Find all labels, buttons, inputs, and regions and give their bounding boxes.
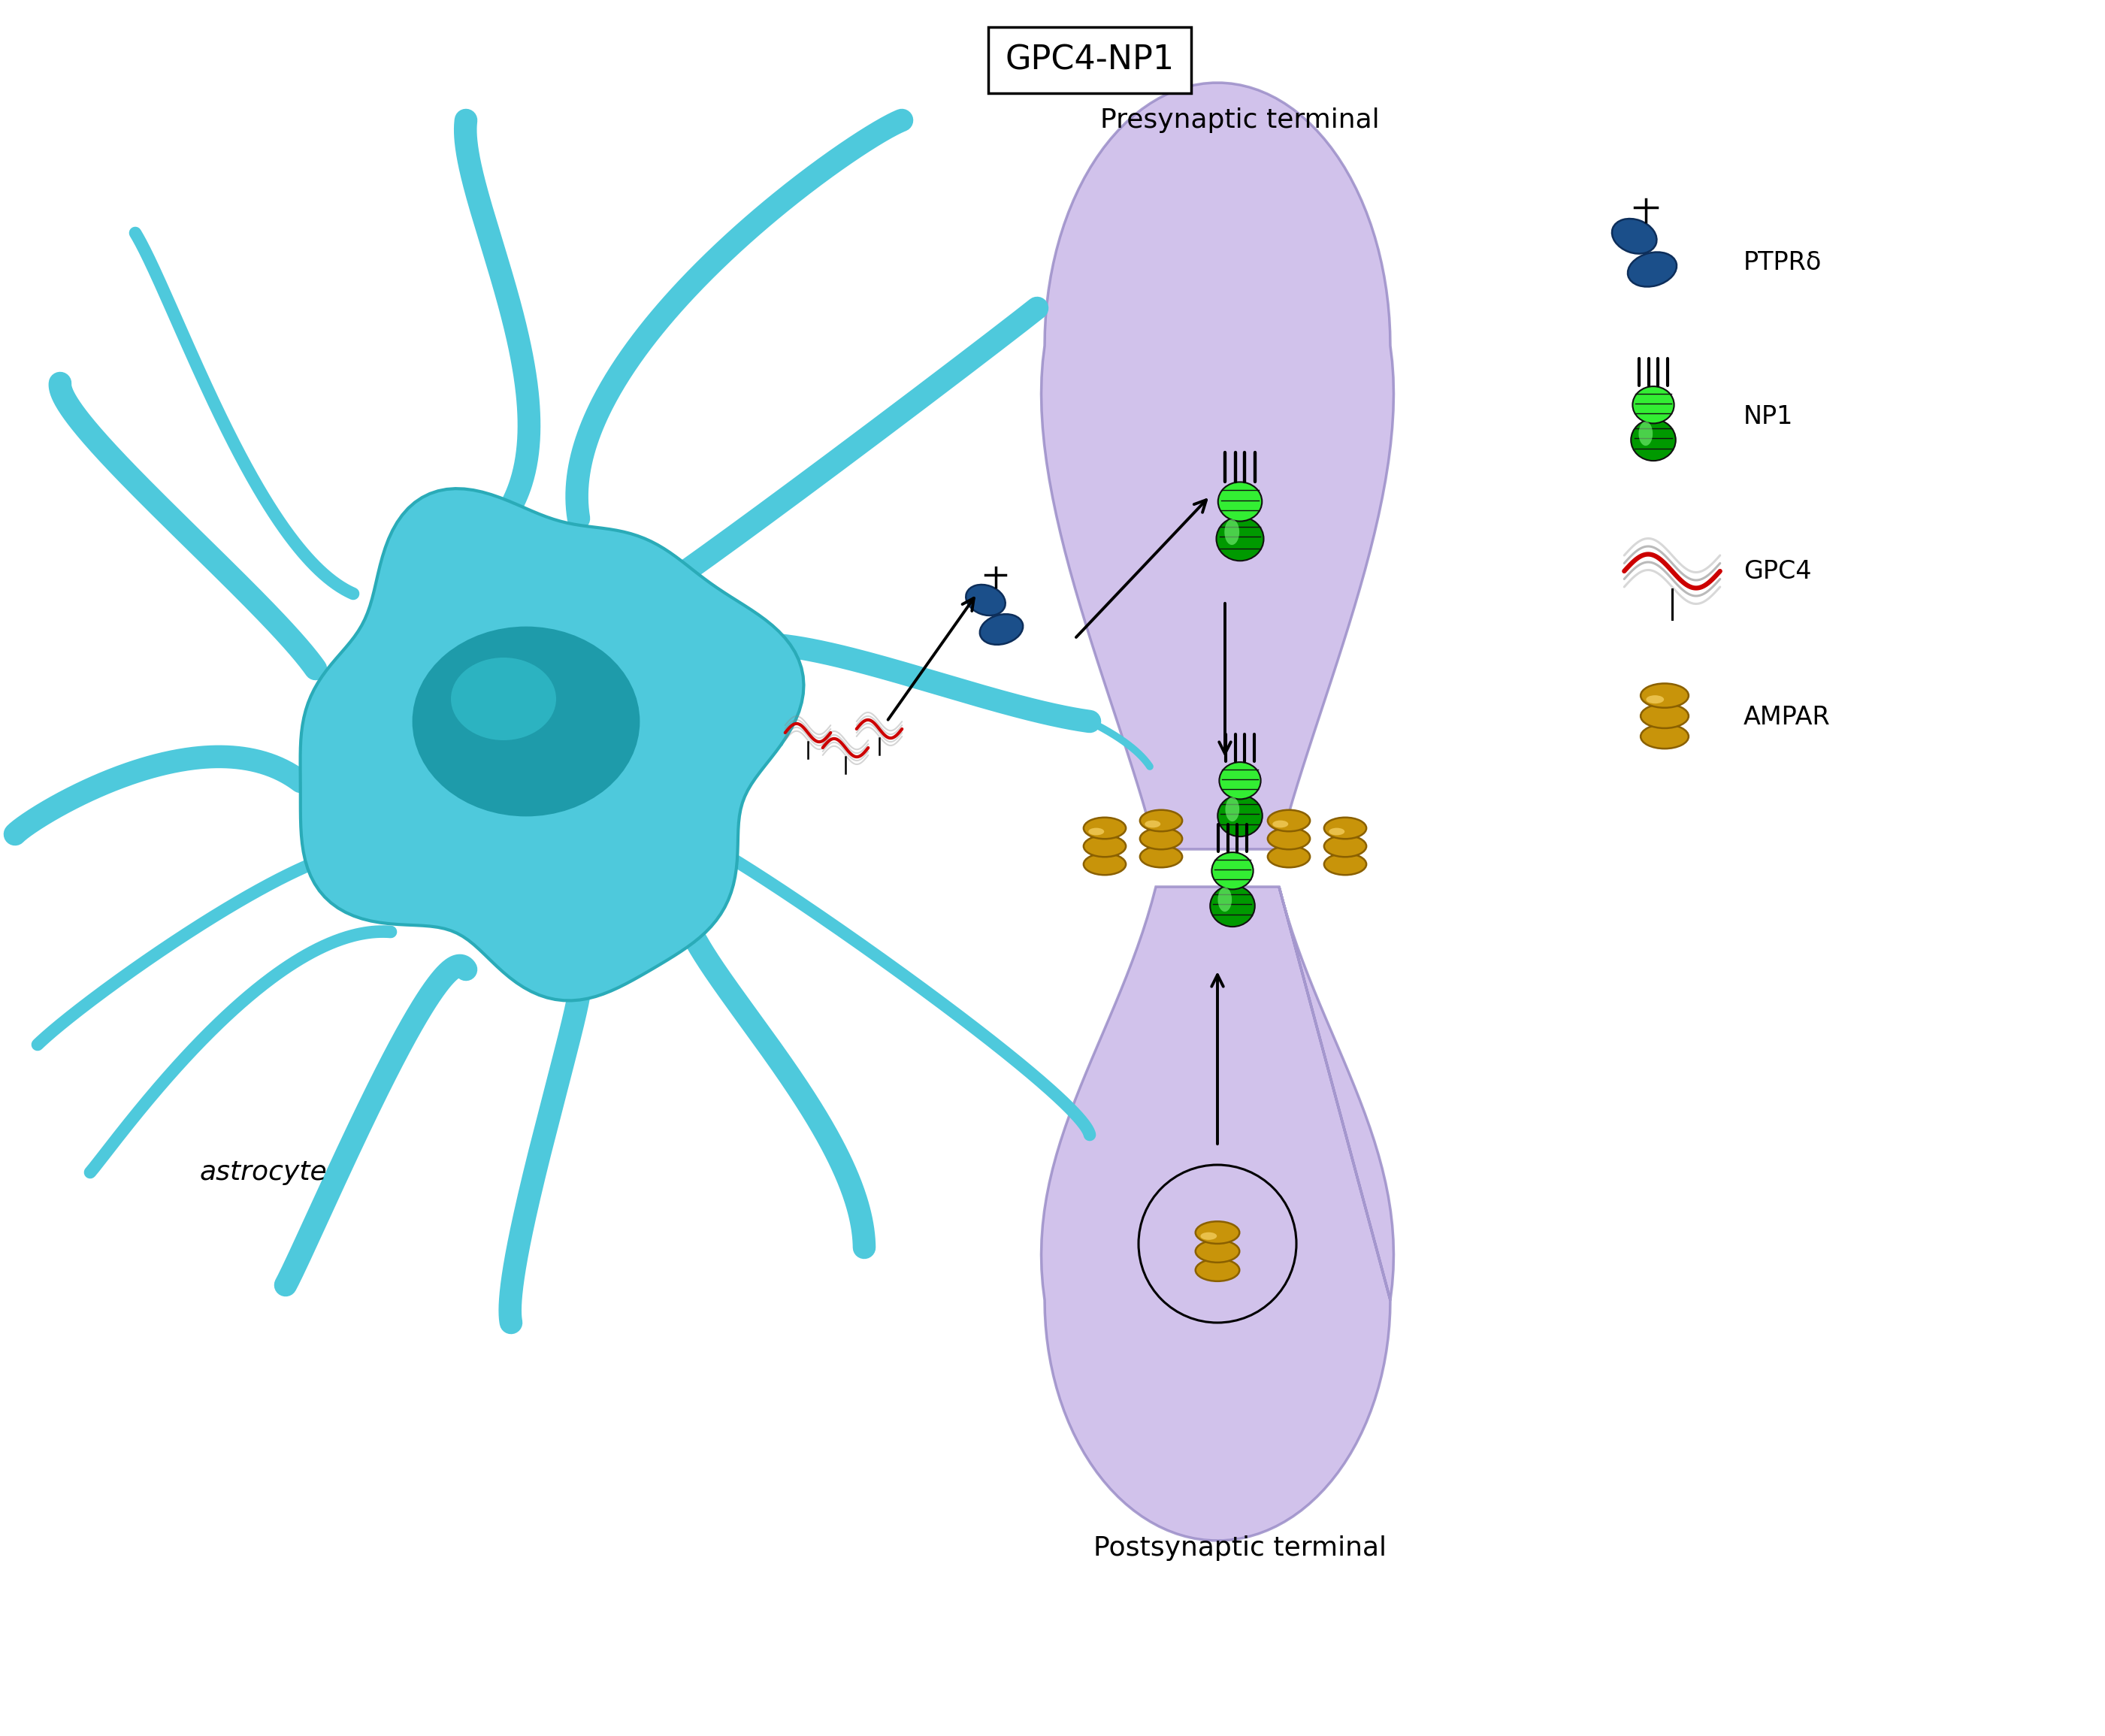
Ellipse shape	[1267, 845, 1309, 868]
Ellipse shape	[1084, 854, 1126, 875]
Ellipse shape	[1640, 703, 1688, 727]
Ellipse shape	[1084, 818, 1126, 838]
Ellipse shape	[1633, 387, 1673, 424]
Polygon shape	[301, 488, 804, 1000]
Ellipse shape	[1219, 887, 1231, 911]
Ellipse shape	[1219, 762, 1261, 799]
Ellipse shape	[1646, 696, 1663, 703]
Ellipse shape	[1612, 219, 1657, 253]
Ellipse shape	[1212, 852, 1252, 889]
Ellipse shape	[450, 658, 556, 740]
Ellipse shape	[1328, 828, 1345, 835]
Ellipse shape	[1196, 1222, 1240, 1243]
Text: GPC4-NP1: GPC4-NP1	[1004, 43, 1175, 76]
Ellipse shape	[1225, 519, 1240, 545]
Ellipse shape	[1324, 835, 1366, 858]
Text: GPC4: GPC4	[1743, 559, 1812, 583]
Ellipse shape	[1217, 517, 1263, 561]
Ellipse shape	[1210, 885, 1255, 927]
Text: Presynaptic terminal: Presynaptic terminal	[1101, 108, 1379, 134]
Ellipse shape	[1219, 483, 1263, 521]
Ellipse shape	[1084, 835, 1126, 858]
Polygon shape	[1042, 887, 1394, 1540]
Ellipse shape	[1141, 828, 1183, 849]
Text: AMPAR: AMPAR	[1743, 705, 1831, 731]
Ellipse shape	[1141, 845, 1183, 868]
Ellipse shape	[979, 615, 1023, 644]
Ellipse shape	[1267, 828, 1309, 849]
Ellipse shape	[1324, 854, 1366, 875]
Ellipse shape	[1274, 821, 1288, 828]
Ellipse shape	[1638, 422, 1652, 446]
Ellipse shape	[1088, 828, 1105, 835]
Text: Postsynaptic terminal: Postsynaptic terminal	[1092, 1535, 1387, 1561]
Text: NP1: NP1	[1743, 404, 1793, 429]
Ellipse shape	[1145, 821, 1160, 828]
Ellipse shape	[1631, 420, 1676, 460]
Text: astrocyte: astrocyte	[200, 1160, 326, 1186]
Text: PTPRδ: PTPRδ	[1743, 250, 1823, 276]
Ellipse shape	[1627, 252, 1678, 286]
Ellipse shape	[1196, 1240, 1240, 1262]
Polygon shape	[1042, 83, 1394, 849]
Ellipse shape	[1324, 818, 1366, 838]
Ellipse shape	[1640, 684, 1688, 708]
Ellipse shape	[1267, 811, 1309, 832]
Ellipse shape	[413, 627, 638, 816]
Ellipse shape	[1141, 811, 1183, 832]
Ellipse shape	[1200, 1233, 1217, 1240]
Ellipse shape	[1217, 795, 1263, 837]
Ellipse shape	[1640, 724, 1688, 748]
Ellipse shape	[1196, 1259, 1240, 1281]
Ellipse shape	[1225, 797, 1240, 821]
Ellipse shape	[966, 585, 1006, 616]
